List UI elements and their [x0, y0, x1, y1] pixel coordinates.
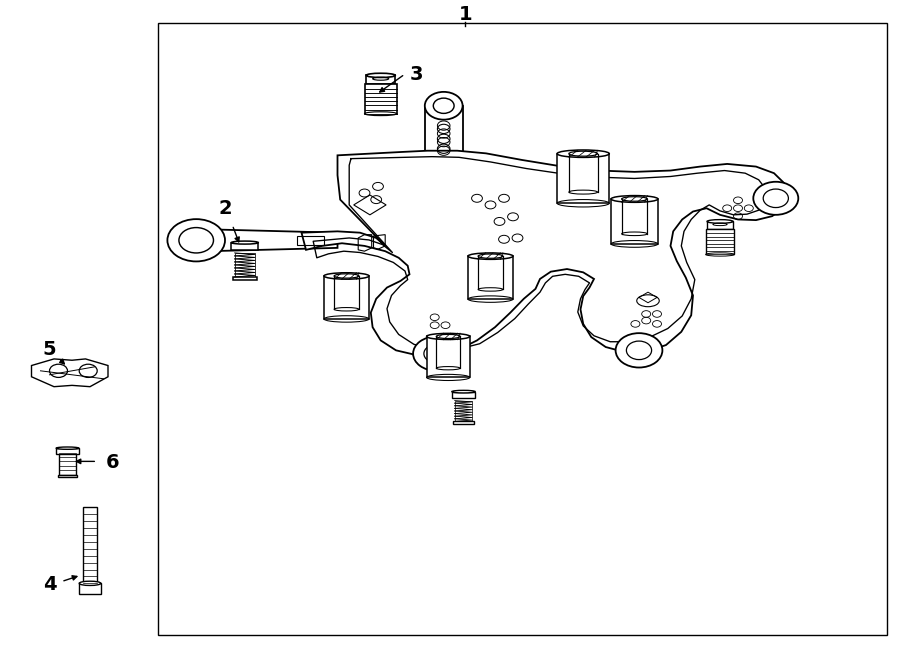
- Polygon shape: [302, 151, 788, 355]
- Ellipse shape: [452, 391, 475, 393]
- Ellipse shape: [436, 334, 460, 338]
- Polygon shape: [32, 359, 108, 387]
- Polygon shape: [56, 448, 79, 454]
- Polygon shape: [231, 243, 258, 250]
- Bar: [158, 23, 886, 635]
- Ellipse shape: [56, 447, 79, 449]
- Ellipse shape: [707, 219, 733, 223]
- Circle shape: [428, 154, 459, 176]
- Polygon shape: [706, 229, 734, 254]
- Polygon shape: [425, 106, 463, 165]
- Circle shape: [167, 219, 225, 261]
- Polygon shape: [324, 276, 369, 319]
- Polygon shape: [468, 256, 513, 299]
- Circle shape: [433, 98, 454, 114]
- Polygon shape: [452, 391, 475, 398]
- Polygon shape: [196, 229, 338, 251]
- Polygon shape: [83, 508, 97, 584]
- Polygon shape: [364, 84, 397, 114]
- Ellipse shape: [468, 253, 513, 259]
- Ellipse shape: [79, 581, 101, 586]
- Ellipse shape: [334, 274, 359, 278]
- Text: 5: 5: [42, 340, 57, 358]
- Polygon shape: [58, 475, 76, 477]
- Ellipse shape: [427, 333, 470, 340]
- Polygon shape: [232, 277, 257, 280]
- Polygon shape: [707, 221, 733, 229]
- Circle shape: [616, 333, 662, 368]
- Circle shape: [753, 182, 798, 215]
- Polygon shape: [59, 448, 76, 475]
- Circle shape: [413, 336, 460, 371]
- Ellipse shape: [366, 73, 395, 77]
- Ellipse shape: [364, 112, 397, 116]
- Polygon shape: [79, 584, 101, 594]
- Ellipse shape: [622, 197, 647, 201]
- Ellipse shape: [478, 254, 503, 258]
- Polygon shape: [427, 336, 470, 377]
- Polygon shape: [366, 75, 395, 84]
- Ellipse shape: [569, 151, 598, 156]
- Text: 1: 1: [458, 5, 473, 24]
- Circle shape: [425, 92, 463, 120]
- Text: 6: 6: [106, 453, 120, 472]
- Ellipse shape: [557, 150, 609, 157]
- Polygon shape: [557, 154, 609, 204]
- Text: 3: 3: [410, 65, 423, 83]
- Ellipse shape: [231, 241, 258, 244]
- Polygon shape: [453, 422, 474, 424]
- Polygon shape: [611, 199, 658, 244]
- Text: 2: 2: [218, 199, 232, 217]
- Ellipse shape: [324, 273, 369, 279]
- Ellipse shape: [611, 196, 658, 202]
- Ellipse shape: [706, 253, 734, 256]
- Text: 4: 4: [42, 576, 57, 594]
